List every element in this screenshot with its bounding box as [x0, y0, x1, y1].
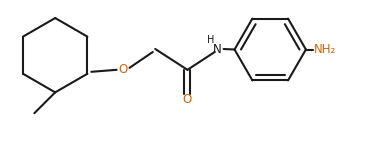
- Text: O: O: [118, 63, 128, 76]
- Text: NH₂: NH₂: [314, 43, 336, 56]
- Text: H: H: [207, 35, 214, 45]
- Text: O: O: [183, 93, 192, 106]
- Text: N: N: [213, 43, 222, 56]
